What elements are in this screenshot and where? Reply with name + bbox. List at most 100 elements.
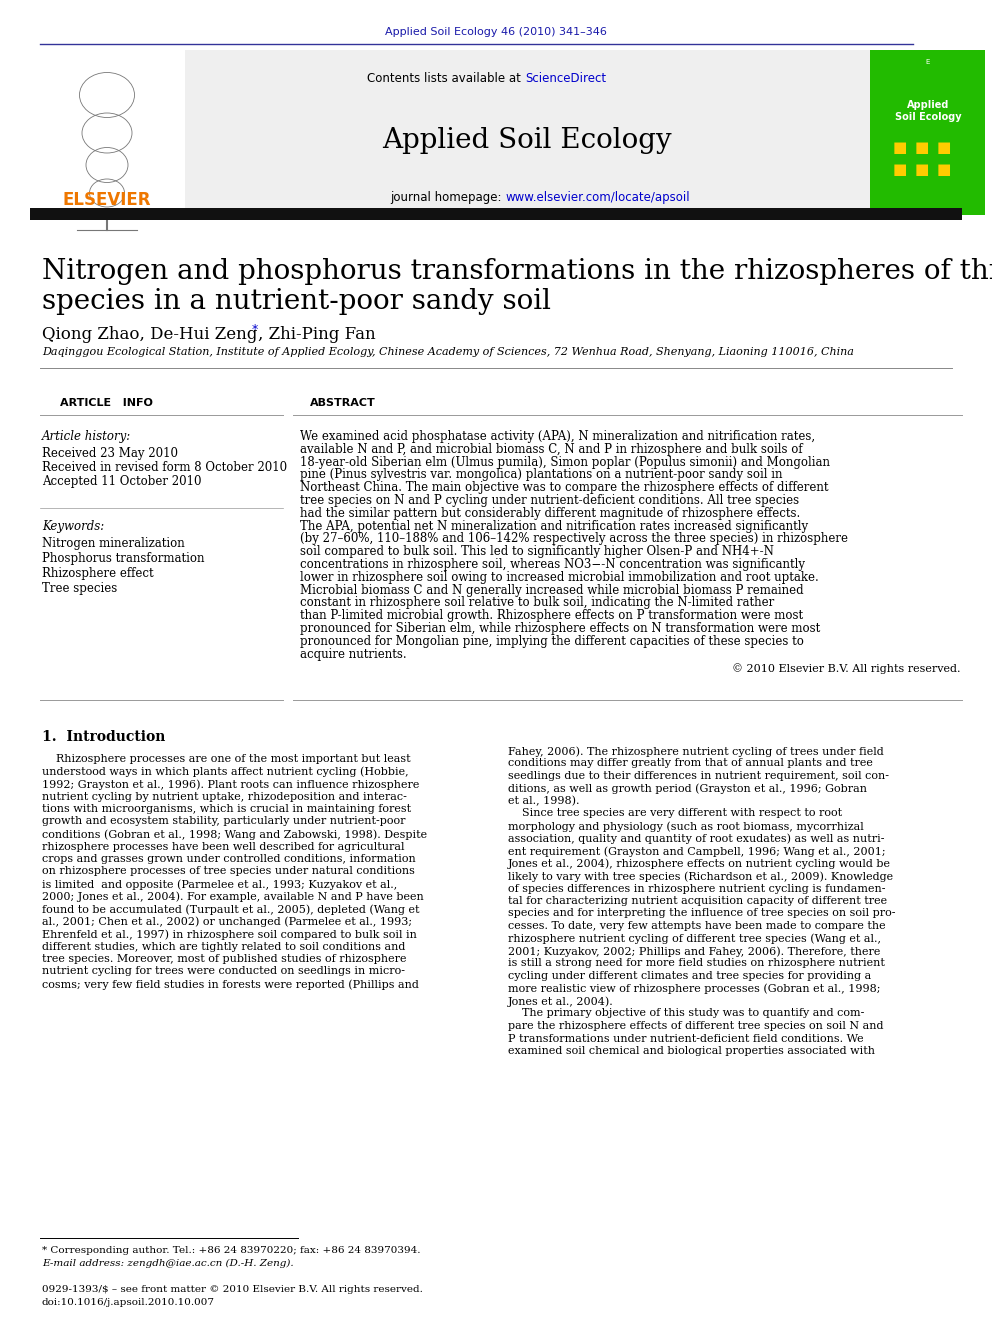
Text: Phosphorus transformation: Phosphorus transformation xyxy=(42,552,204,565)
Text: Applied
Soil Ecology: Applied Soil Ecology xyxy=(895,101,961,122)
Text: likely to vary with tree species (Richardson et al., 2009). Knowledge: likely to vary with tree species (Richar… xyxy=(508,871,893,881)
Text: more realistic view of rhizosphere processes (Gobran et al., 1998;: more realistic view of rhizosphere proce… xyxy=(508,983,881,994)
Text: Accepted 11 October 2010: Accepted 11 October 2010 xyxy=(42,475,201,488)
Text: Keywords:: Keywords: xyxy=(42,520,104,533)
Text: crops and grasses grown under controlled conditions, information: crops and grasses grown under controlled… xyxy=(42,855,416,864)
Text: journal homepage:: journal homepage: xyxy=(390,191,505,204)
Text: available N and P, and microbial biomass C, N and P in rhizosphere and bulk soil: available N and P, and microbial biomass… xyxy=(300,443,803,456)
Text: 0929-1393/$ – see front matter © 2010 Elsevier B.V. All rights reserved.: 0929-1393/$ – see front matter © 2010 El… xyxy=(42,1285,423,1294)
Text: species and for interpreting the influence of tree species on soil pro-: species and for interpreting the influen… xyxy=(508,909,896,918)
Bar xyxy=(30,50,185,216)
Text: Article history:: Article history: xyxy=(42,430,131,443)
Text: Nitrogen mineralization: Nitrogen mineralization xyxy=(42,537,185,550)
Text: We examined acid phosphatase activity (APA), N mineralization and nitrification : We examined acid phosphatase activity (A… xyxy=(300,430,815,443)
Text: E: E xyxy=(926,60,930,65)
Text: Ehrenfeld et al., 1997) in rhizosphere soil compared to bulk soil in: Ehrenfeld et al., 1997) in rhizosphere s… xyxy=(42,929,417,939)
Text: is limited  and opposite (Parmelee et al., 1993; Kuzyakov et al.,: is limited and opposite (Parmelee et al.… xyxy=(42,878,397,889)
Text: P transformations under nutrient-deficient field conditions. We: P transformations under nutrient-deficie… xyxy=(508,1033,864,1044)
Text: acquire nutrients.: acquire nutrients. xyxy=(300,647,407,660)
Text: pronounced for Mongolian pine, implying the different capacities of these specie: pronounced for Mongolian pine, implying … xyxy=(300,635,804,648)
Text: tal for characterizing nutrient acquisition capacity of different tree: tal for characterizing nutrient acquisit… xyxy=(508,896,887,906)
Text: 1.  Introduction: 1. Introduction xyxy=(42,730,166,744)
Text: association, quality and quantity of root exudates) as well as nutri-: association, quality and quantity of roo… xyxy=(508,833,885,844)
Text: ■: ■ xyxy=(893,163,908,177)
Text: Tree species: Tree species xyxy=(42,582,117,595)
Text: rhizosphere processes have been well described for agricultural: rhizosphere processes have been well des… xyxy=(42,841,405,852)
Text: tions with microorganisms, which is crucial in maintaining forest: tions with microorganisms, which is cruc… xyxy=(42,804,411,814)
Text: ■: ■ xyxy=(915,163,930,177)
Text: nutrient cycling by nutrient uptake, rhizodeposition and interac-: nutrient cycling by nutrient uptake, rhi… xyxy=(42,791,407,802)
Text: pine (Pinus sylvestris var. mongolica) plantations on a nutrient-poor sandy soil: pine (Pinus sylvestris var. mongolica) p… xyxy=(300,468,783,482)
Text: ditions, as well as growth period (Grayston et al., 1996; Gobran: ditions, as well as growth period (Grays… xyxy=(508,783,867,794)
Text: Since tree species are very different with respect to root: Since tree species are very different wi… xyxy=(508,808,842,819)
Text: ARTICLE   INFO: ARTICLE INFO xyxy=(60,398,153,407)
Text: species in a nutrient-poor sandy soil: species in a nutrient-poor sandy soil xyxy=(42,288,551,315)
Text: The APA, potential net N mineralization and nitrification rates increased signif: The APA, potential net N mineralization … xyxy=(300,520,808,533)
Text: Received 23 May 2010: Received 23 May 2010 xyxy=(42,447,178,460)
Text: growth and ecosystem stability, particularly under nutrient-poor: growth and ecosystem stability, particul… xyxy=(42,816,406,827)
Text: Rhizosphere effect: Rhizosphere effect xyxy=(42,568,154,579)
Text: doi:10.1016/j.apsoil.2010.10.007: doi:10.1016/j.apsoil.2010.10.007 xyxy=(42,1298,215,1307)
Text: ■: ■ xyxy=(936,163,951,177)
Text: lower in rhizosphere soil owing to increased microbial immobilization and root u: lower in rhizosphere soil owing to incre… xyxy=(300,570,818,583)
Text: Microbial biomass C and N generally increased while microbial biomass P remained: Microbial biomass C and N generally incr… xyxy=(300,583,804,597)
Text: conditions may differ greatly from that of annual plants and tree: conditions may differ greatly from that … xyxy=(508,758,873,769)
Text: ent requirement (Grayston and Campbell, 1996; Wang et al., 2001;: ent requirement (Grayston and Campbell, … xyxy=(508,845,886,856)
Text: Applied Soil Ecology: Applied Soil Ecology xyxy=(382,127,672,153)
Text: Fahey, 2006). The rhizosphere nutrient cycling of trees under field: Fahey, 2006). The rhizosphere nutrient c… xyxy=(508,746,884,757)
Text: tree species. Moreover, most of published studies of rhizosphere: tree species. Moreover, most of publishe… xyxy=(42,954,407,964)
Text: , Zhi-Ping Fan: , Zhi-Ping Fan xyxy=(258,325,376,343)
Text: concentrations in rhizosphere soil, whereas NO3−-N concentration was significant: concentrations in rhizosphere soil, wher… xyxy=(300,558,805,572)
Bar xyxy=(30,208,962,220)
Text: pare the rhizosphere effects of different tree species on soil N and: pare the rhizosphere effects of differen… xyxy=(508,1021,884,1031)
Text: ■: ■ xyxy=(936,140,951,156)
Text: 1992; Grayston et al., 1996). Plant roots can influence rhizosphere: 1992; Grayston et al., 1996). Plant root… xyxy=(42,779,420,790)
Text: ScienceDirect: ScienceDirect xyxy=(525,71,606,85)
Text: seedlings due to their differences in nutrient requirement, soil con-: seedlings due to their differences in nu… xyxy=(508,771,889,781)
Text: al., 2001; Chen et al., 2002) or unchanged (Parmelee et al., 1993;: al., 2001; Chen et al., 2002) or unchang… xyxy=(42,917,412,927)
Text: * Corresponding author. Tel.: +86 24 83970220; fax: +86 24 83970394.: * Corresponding author. Tel.: +86 24 839… xyxy=(42,1246,421,1256)
Text: ELSEVIER: ELSEVIER xyxy=(62,191,151,209)
Text: on rhizosphere processes of tree species under natural conditions: on rhizosphere processes of tree species… xyxy=(42,867,415,877)
Text: 18-year-old Siberian elm (Ulmus pumila), Simon poplar (Populus simonii) and Mong: 18-year-old Siberian elm (Ulmus pumila),… xyxy=(300,455,830,468)
Text: (by 27–60%, 110–188% and 106–142% respectively across the three species) in rhiz: (by 27–60%, 110–188% and 106–142% respec… xyxy=(300,532,848,545)
Text: 2000; Jones et al., 2004). For example, available N and P have been: 2000; Jones et al., 2004). For example, … xyxy=(42,892,424,902)
Text: Jones et al., 2004), rhizosphere effects on nutrient cycling would be: Jones et al., 2004), rhizosphere effects… xyxy=(508,859,891,869)
Text: pronounced for Siberian elm, while rhizosphere effects on N transformation were : pronounced for Siberian elm, while rhizo… xyxy=(300,622,820,635)
Text: Applied Soil Ecology 46 (2010) 341–346: Applied Soil Ecology 46 (2010) 341–346 xyxy=(385,26,607,37)
Text: cosms; very few field studies in forests were reported (Phillips and: cosms; very few field studies in forests… xyxy=(42,979,419,990)
Text: Northeast China. The main objective was to compare the rhizosphere effects of di: Northeast China. The main objective was … xyxy=(300,482,828,495)
Bar xyxy=(185,50,870,216)
Text: tree species on N and P cycling under nutrient-deficient conditions. All tree sp: tree species on N and P cycling under nu… xyxy=(300,493,800,507)
Bar xyxy=(870,50,985,216)
Text: understood ways in which plants affect nutrient cycling (Hobbie,: understood ways in which plants affect n… xyxy=(42,766,409,777)
Text: is still a strong need for more field studies on rhizosphere nutrient: is still a strong need for more field st… xyxy=(508,958,885,968)
Text: Contents lists available at: Contents lists available at xyxy=(367,71,525,85)
Text: rhizosphere nutrient cycling of different tree species (Wang et al.,: rhizosphere nutrient cycling of differen… xyxy=(508,934,881,945)
Text: conditions (Gobran et al., 1998; Wang and Zabowski, 1998). Despite: conditions (Gobran et al., 1998; Wang an… xyxy=(42,830,428,840)
Text: constant in rhizosphere soil relative to bulk soil, indicating the N-limited rat: constant in rhizosphere soil relative to… xyxy=(300,597,774,610)
Text: different studies, which are tightly related to soil conditions and: different studies, which are tightly rel… xyxy=(42,942,406,951)
Text: Qiong Zhao, De-Hui Zeng: Qiong Zhao, De-Hui Zeng xyxy=(42,325,257,343)
Text: www.elsevier.com/locate/apsoil: www.elsevier.com/locate/apsoil xyxy=(505,191,689,204)
Text: ■: ■ xyxy=(915,140,930,156)
Text: ■: ■ xyxy=(893,140,908,156)
Text: 2001; Kuzyakov, 2002; Phillips and Fahey, 2006). Therefore, there: 2001; Kuzyakov, 2002; Phillips and Fahey… xyxy=(508,946,880,957)
Text: et al., 1998).: et al., 1998). xyxy=(508,796,579,806)
Text: morphology and physiology (such as root biomass, mycorrhizal: morphology and physiology (such as root … xyxy=(508,822,864,832)
Text: nutrient cycling for trees were conducted on seedlings in micro-: nutrient cycling for trees were conducte… xyxy=(42,967,405,976)
Text: *: * xyxy=(252,323,258,336)
Text: The primary objective of this study was to quantify and com-: The primary objective of this study was … xyxy=(508,1008,864,1019)
Text: Nitrogen and phosphorus transformations in the rhizospheres of three tree: Nitrogen and phosphorus transformations … xyxy=(42,258,992,284)
Text: Rhizosphere processes are one of the most important but least: Rhizosphere processes are one of the mos… xyxy=(42,754,411,763)
Text: cesses. To date, very few attempts have been made to compare the: cesses. To date, very few attempts have … xyxy=(508,921,886,931)
Text: © 2010 Elsevier B.V. All rights reserved.: © 2010 Elsevier B.V. All rights reserved… xyxy=(731,663,960,675)
Text: Daqinggou Ecological Station, Institute of Applied Ecology, Chinese Academy of S: Daqinggou Ecological Station, Institute … xyxy=(42,347,854,357)
Text: found to be accumulated (Turpault et al., 2005), depleted (Wang et: found to be accumulated (Turpault et al.… xyxy=(42,904,420,914)
Text: E-mail address: zengdh@iae.ac.cn (D.-H. Zeng).: E-mail address: zengdh@iae.ac.cn (D.-H. … xyxy=(42,1259,294,1269)
Text: Received in revised form 8 October 2010: Received in revised form 8 October 2010 xyxy=(42,460,287,474)
Text: had the similar pattern but considerably different magnitude of rhizosphere effe: had the similar pattern but considerably… xyxy=(300,507,801,520)
Text: soil compared to bulk soil. This led to significantly higher Olsen-P and NH4+-N: soil compared to bulk soil. This led to … xyxy=(300,545,774,558)
Text: of species differences in rhizosphere nutrient cycling is fundamen-: of species differences in rhizosphere nu… xyxy=(508,884,886,893)
Text: than P-limited microbial growth. Rhizosphere effects on P transformation were mo: than P-limited microbial growth. Rhizosp… xyxy=(300,609,804,622)
